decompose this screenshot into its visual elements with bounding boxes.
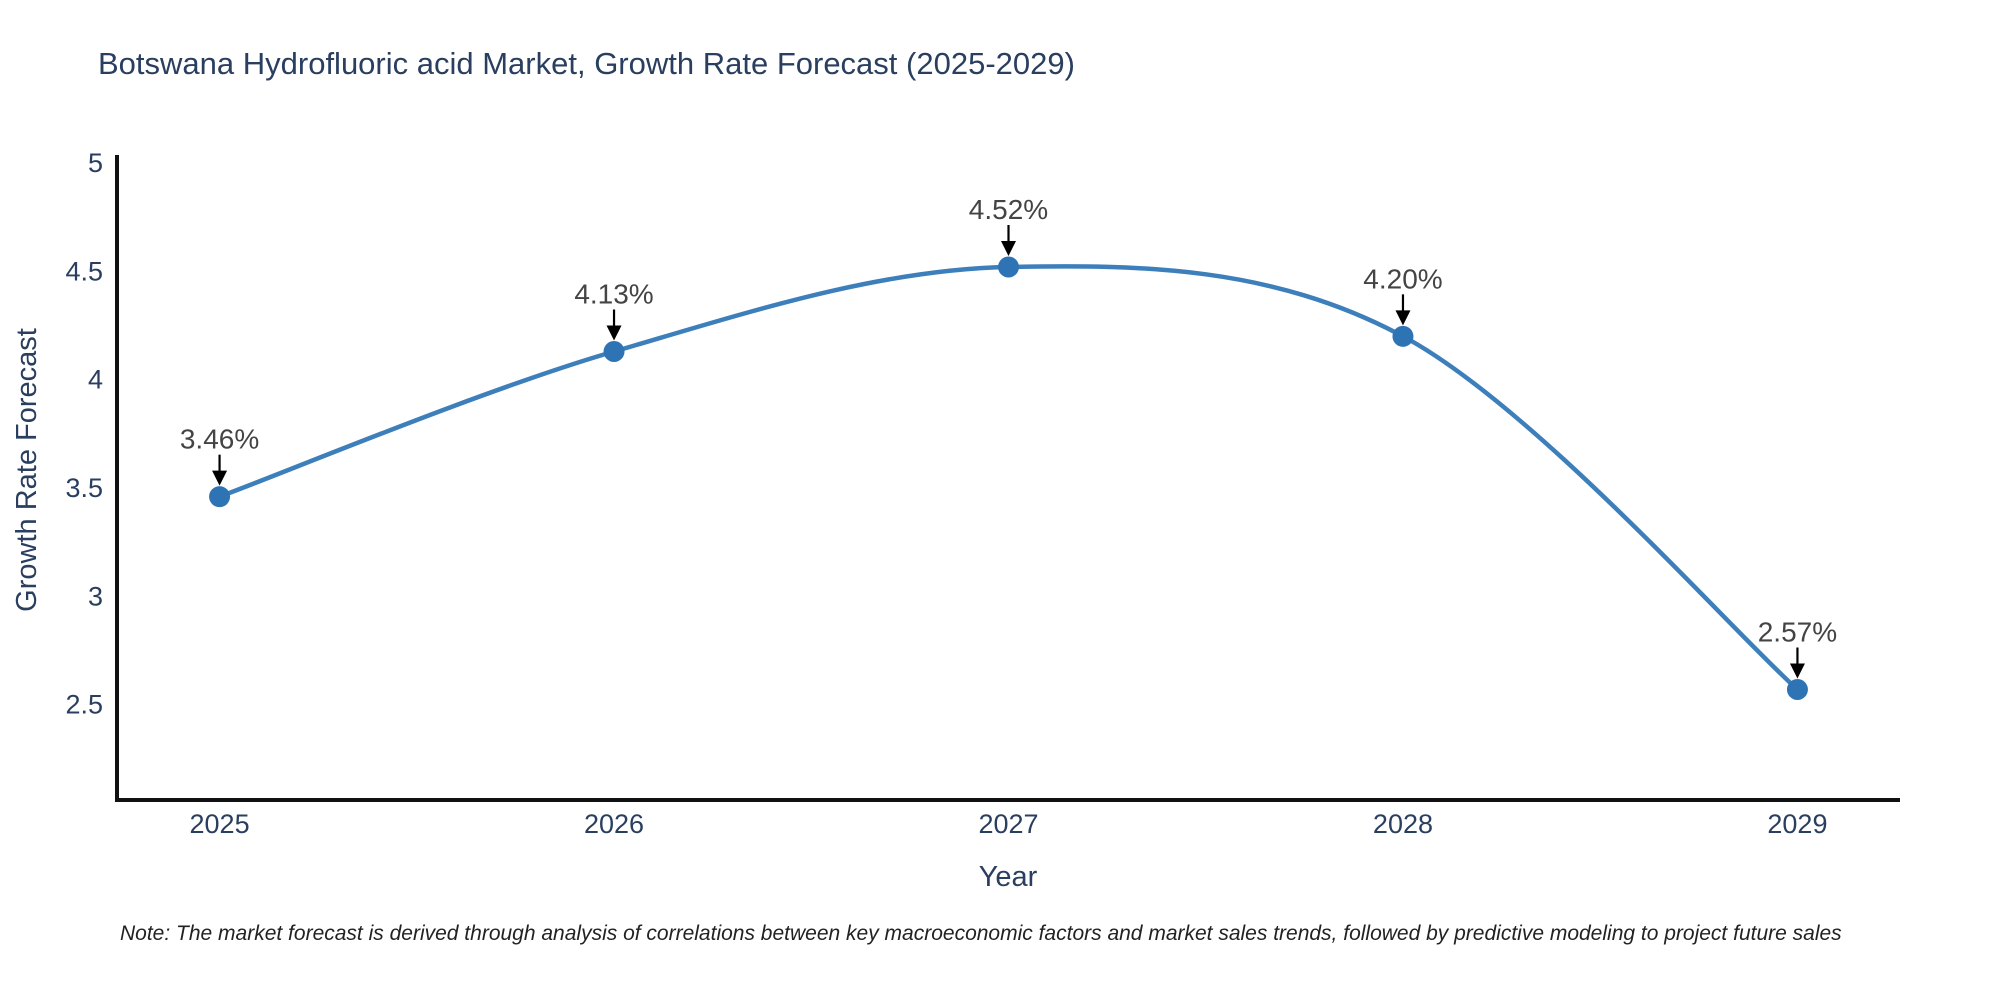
annotation-arrow-head xyxy=(1001,241,1016,256)
y-tick-label: 5 xyxy=(88,148,103,178)
annotation-label: 4.20% xyxy=(1363,263,1442,294)
data-point-2027[interactable] xyxy=(998,256,1019,278)
annotation-arrow-head xyxy=(1395,310,1411,326)
annotation-arrow-head xyxy=(1789,663,1805,679)
y-tick-label: 4.5 xyxy=(65,256,103,286)
x-tick-label: 2027 xyxy=(978,809,1038,839)
y-axis-ticks: 2.5 3 3.5 4 4.5 5 xyxy=(65,148,103,720)
annotation-2029: 2.57% xyxy=(1758,617,1837,679)
y-tick-label: 3 xyxy=(88,581,103,611)
series-line xyxy=(217,264,1800,692)
annotation-2026: 4.13% xyxy=(574,279,654,341)
point-annotations: 3.46% 4.13% 4.52% 4.20% 2.57% xyxy=(180,194,1837,679)
annotation-2025: 3.46% xyxy=(180,424,259,486)
data-point-2026[interactable] xyxy=(603,341,625,362)
x-tick-label: 2028 xyxy=(1373,809,1433,839)
x-axis-title: Year xyxy=(979,861,1038,893)
x-tick-label: 2026 xyxy=(584,809,644,839)
annotation-arrow-head xyxy=(212,470,228,486)
annotation-label: 4.13% xyxy=(574,279,653,310)
data-point-2025[interactable] xyxy=(209,486,231,508)
y-tick-label: 3.5 xyxy=(65,473,103,503)
annotation-label: 2.57% xyxy=(1758,617,1837,648)
data-point-2029[interactable] xyxy=(1786,679,1808,700)
x-tick-label: 2025 xyxy=(190,809,250,839)
annotation-label: 3.46% xyxy=(180,424,259,455)
y-tick-label: 2.5 xyxy=(65,690,103,720)
annotation-label: 4.52% xyxy=(969,194,1048,225)
chart-title: Botswana Hydrofluoric acid Market, Growt… xyxy=(98,46,1075,81)
y-tick-label: 4 xyxy=(88,365,103,395)
y-axis-title: Growth Rate Forecast xyxy=(11,328,43,612)
annotation-2027: 4.52% xyxy=(969,194,1048,256)
data-point-2028[interactable] xyxy=(1392,325,1414,347)
footnote: Note: The market forecast is derived thr… xyxy=(120,922,1842,945)
x-axis-ticks: 2025 2026 2027 2028 2029 xyxy=(190,809,1828,839)
annotation-arrow-head xyxy=(606,325,622,341)
x-tick-label: 2029 xyxy=(1767,809,1827,839)
series-markers xyxy=(209,256,1808,700)
annotation-2028: 4.20% xyxy=(1363,263,1443,326)
